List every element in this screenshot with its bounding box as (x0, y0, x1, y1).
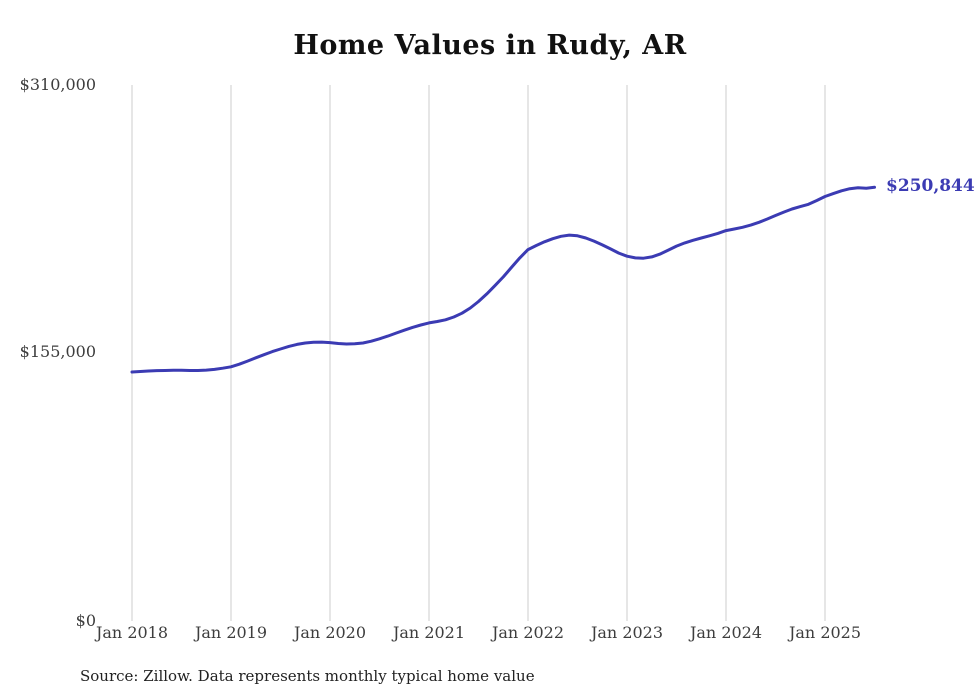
x-axis-tick-2019: Jan 2019 (194, 623, 268, 642)
x-axis-tick-2022: Jan 2022 (491, 623, 565, 642)
x-axis-tick-2021: Jan 2021 (392, 623, 466, 642)
y-axis-tick-0: $0 (75, 611, 96, 630)
home-value-line (130, 185, 876, 374)
source-note: Source: Zillow. Data represents monthly … (80, 667, 535, 685)
y-axis-tick-155000: $155,000 (19, 342, 96, 361)
y-axis-tick-310000: $310,000 (19, 75, 96, 94)
x-axis-tick-2025: Jan 2025 (788, 623, 862, 642)
x-axis-tick-2020: Jan 2020 (293, 623, 367, 642)
x-axis-tick-2023: Jan 2023 (590, 623, 664, 642)
final-value-label: $250,844 (886, 176, 975, 196)
x-axis-tick-2024: Jan 2024 (689, 623, 763, 642)
x-axis-tick-2018: Jan 2018 (95, 623, 169, 642)
chart-title: Home Values in Rudy, AR (293, 30, 687, 61)
